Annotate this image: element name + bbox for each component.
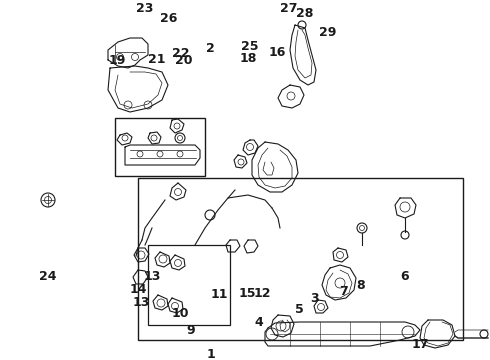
Text: 28: 28: [296, 6, 314, 20]
Text: 29: 29: [318, 26, 336, 39]
Bar: [115, 118, 205, 176]
Text: 9: 9: [187, 324, 196, 337]
Text: 22: 22: [172, 48, 189, 60]
Text: 10: 10: [172, 307, 189, 320]
Text: 1: 1: [206, 347, 215, 360]
Text: 12: 12: [253, 287, 271, 300]
Text: 4: 4: [254, 316, 263, 329]
Text: 27: 27: [280, 2, 298, 15]
Text: 13: 13: [132, 296, 150, 309]
Text: 19: 19: [109, 54, 126, 67]
Text: 26: 26: [160, 12, 178, 26]
Text: 15: 15: [239, 287, 256, 300]
Text: 20: 20: [175, 54, 193, 67]
Bar: [138, 178, 463, 340]
Text: 18: 18: [239, 52, 257, 65]
Text: 17: 17: [412, 338, 429, 351]
Text: 2: 2: [206, 42, 215, 55]
Text: 5: 5: [294, 303, 303, 316]
Text: 24: 24: [39, 270, 57, 283]
Text: 23: 23: [136, 2, 153, 15]
Text: 6: 6: [400, 270, 409, 283]
Text: 13: 13: [143, 270, 161, 283]
Text: 11: 11: [211, 288, 228, 301]
Text: 7: 7: [339, 285, 347, 298]
Text: 25: 25: [241, 40, 259, 53]
Bar: [148, 245, 230, 325]
Text: 8: 8: [356, 279, 365, 292]
Text: 3: 3: [310, 292, 319, 305]
Text: 14: 14: [129, 283, 147, 296]
Text: 21: 21: [148, 53, 166, 66]
Text: 16: 16: [268, 46, 286, 59]
